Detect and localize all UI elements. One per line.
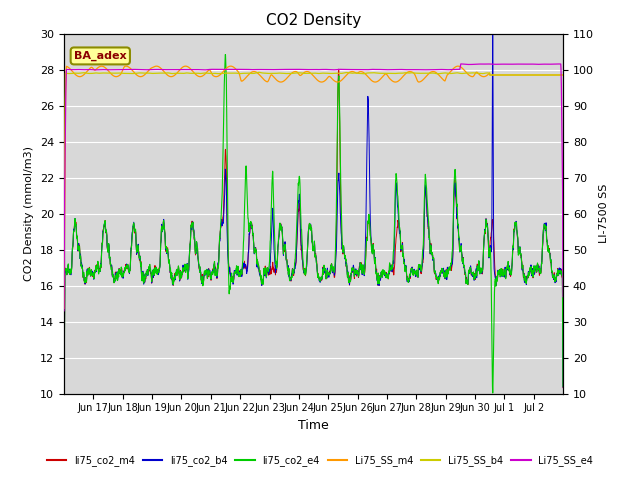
Y-axis label: LI-7500 SS: LI-7500 SS [600, 184, 609, 243]
Text: BA_adex: BA_adex [74, 51, 127, 61]
Title: CO2 Density: CO2 Density [266, 13, 361, 28]
Y-axis label: CO2 Density (mmol/m3): CO2 Density (mmol/m3) [24, 146, 35, 281]
Legend: li75_co2_m4, li75_co2_b4, li75_co2_e4, Li75_SS_m4, Li75_SS_b4, Li75_SS_e4: li75_co2_m4, li75_co2_b4, li75_co2_e4, L… [43, 452, 597, 470]
X-axis label: Time: Time [298, 419, 329, 432]
